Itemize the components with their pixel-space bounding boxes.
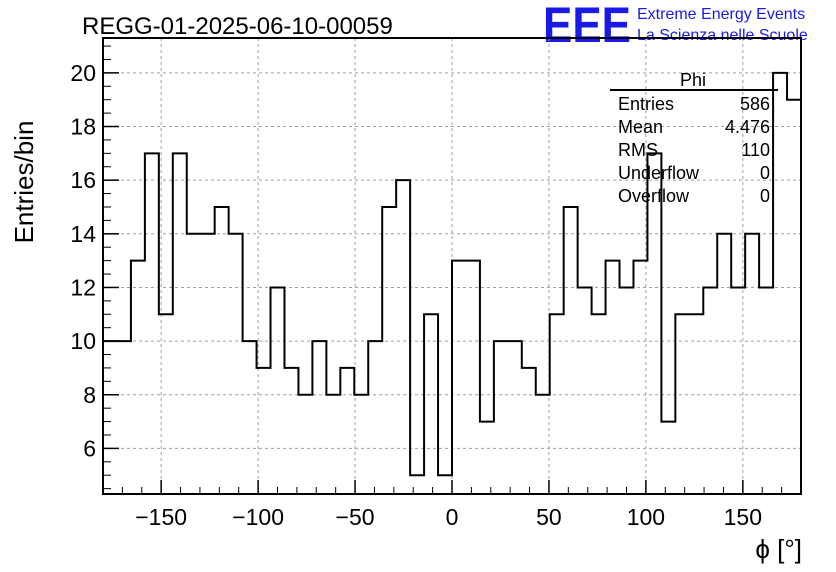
x-tick-label: 150 (724, 504, 762, 530)
axis-ticks (102, 45, 802, 494)
stats-value-mean: 4.476 (725, 117, 770, 137)
stats-label-underflow: Underflow (618, 163, 700, 183)
histogram-line (103, 71, 801, 477)
axis-tick-labels: −150 −100 −50 0 50 100 150 6 8 10 12 14 16 18 20 (70, 60, 762, 530)
stats-value-underflow: 0 (760, 163, 770, 183)
y-tick-label: 20 (70, 60, 96, 86)
x-tick-label: 100 (627, 504, 665, 530)
x-tick-label: −50 (336, 504, 375, 530)
y-tick-label: 14 (70, 221, 96, 247)
y-tick-label: 10 (70, 328, 96, 354)
x-tick-label: 50 (536, 504, 562, 530)
y-tick-label: 6 (83, 435, 96, 461)
stats-label-entries: Entries (618, 94, 674, 114)
stats-label-overflow: Overflow (618, 186, 690, 206)
x-tick-label: 0 (446, 504, 459, 530)
stats-label-rms: RMS (618, 140, 658, 160)
y-tick-label: 18 (70, 114, 96, 140)
stats-title: Phi (680, 70, 706, 90)
stats-box: Phi Entries 586 Mean 4.476 RMS 110 Under… (610, 70, 778, 206)
logo-line-1: Extreme Energy Events (637, 6, 805, 23)
stats-value-overflow: 0 (760, 186, 770, 206)
y-axis-title: Entries/bin (9, 121, 39, 244)
x-axis-title: ϕ [°] (755, 534, 802, 564)
chart-title: REGG-01-2025-06-10-00059 (82, 13, 393, 40)
logo-mark: EEE (543, 0, 631, 53)
x-tick-label: −100 (232, 504, 284, 530)
logo-line-2: La Scienza nelle Scuole (637, 27, 808, 44)
stats-label-mean: Mean (618, 117, 663, 137)
eee-logo: EEE Extreme Energy Events La Scienza nel… (543, 0, 808, 53)
y-tick-label: 16 (70, 167, 96, 193)
stats-value-rms: 110 (741, 140, 770, 160)
y-tick-label: 12 (70, 274, 96, 300)
x-tick-label: −150 (135, 504, 187, 530)
stats-value-entries: 586 (740, 94, 770, 114)
y-tick-label: 8 (83, 382, 96, 408)
